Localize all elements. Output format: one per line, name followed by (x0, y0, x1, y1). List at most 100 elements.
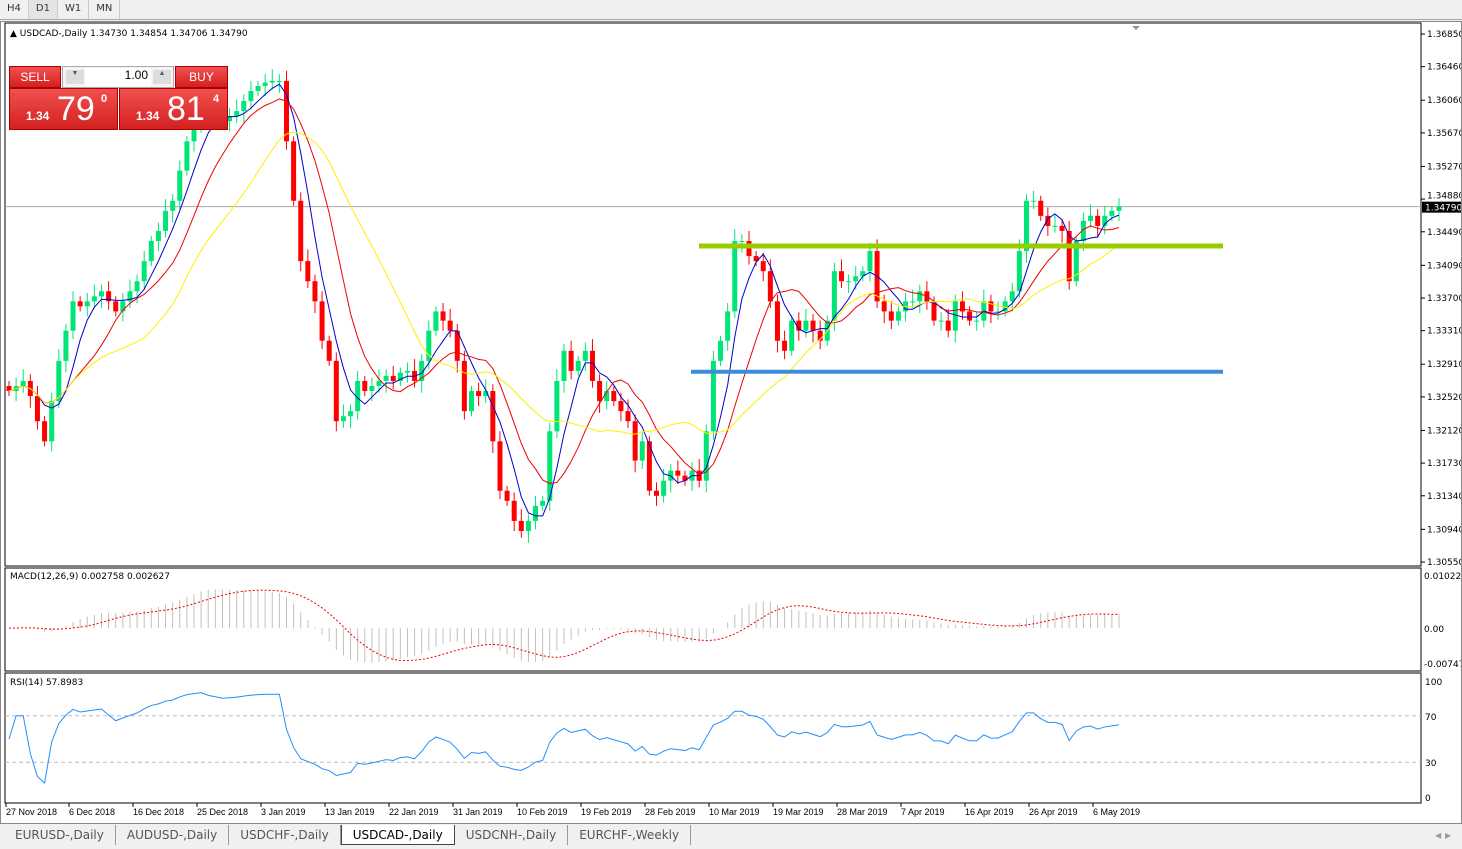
tab-usdcad[interactable]: USDCAD-,Daily (340, 825, 455, 845)
candle-body (853, 276, 859, 282)
candle-body (525, 520, 531, 531)
candle-body (362, 380, 368, 392)
candle-body (461, 360, 467, 412)
candle-body (397, 372, 403, 381)
chart-window[interactable]: ▲ USDCAD-,Daily 1.34730 1.34854 1.34706 … (0, 21, 1462, 824)
candle-body (974, 320, 980, 322)
candle-body (134, 281, 140, 292)
candle-body (127, 291, 133, 302)
price-tick-label: 1.30550 (1427, 558, 1461, 568)
buy-price-button[interactable]: 1.34 81 4 (119, 88, 228, 130)
candle-body (810, 320, 816, 331)
candle-body (276, 80, 282, 82)
chart-shift-marker[interactable] (1132, 26, 1140, 30)
date-tick-label: 6 May 2019 (1093, 807, 1140, 817)
timeframe-toolbar: H4 D1 W1 MN (0, 0, 1462, 20)
candle-body (533, 505, 539, 521)
candle-body (625, 411, 631, 422)
candle-body (433, 311, 439, 331)
one-click-trading-panel: SELL ▼ 1.00 ▲ BUY 1.34 79 0 1.34 81 4 (9, 66, 229, 130)
lot-decrease-button[interactable]: ▼ (66, 70, 84, 84)
tab-usdcnh[interactable]: USDCNH-,Daily (455, 825, 569, 845)
candle-body (632, 421, 638, 461)
lot-input[interactable]: 1.00 (85, 68, 151, 86)
tab-scroll-arrows-icon[interactable]: ◂ ▸ (1435, 828, 1451, 842)
candle-body (597, 380, 603, 402)
candle-body (654, 490, 659, 496)
candle-body (1002, 301, 1008, 312)
candle-body (518, 520, 524, 531)
candle-body (703, 431, 709, 481)
sell-price-button[interactable]: 1.34 79 0 (9, 88, 118, 130)
lot-increase-button[interactable]: ▲ (153, 70, 171, 84)
candle-body (504, 490, 510, 501)
price-tick-label: 1.34490 (1427, 228, 1461, 238)
chart-canvas[interactable]: ▲ USDCAD-,Daily 1.34730 1.34854 1.34706 … (1, 22, 1462, 823)
candle-body (170, 200, 176, 211)
candle-body (561, 350, 567, 381)
price-tick-label: 1.36460 (1427, 63, 1461, 73)
candle-body (148, 241, 154, 262)
tab-usdchf[interactable]: USDCHF-,Daily (229, 825, 341, 845)
tab-eurusd[interactable]: EURUSD-,Daily (4, 825, 116, 845)
candle-body (262, 82, 268, 86)
candle-body (831, 271, 837, 321)
current-price-label: 1.34790 (1425, 204, 1461, 214)
candle-body (476, 391, 482, 397)
candle-body (319, 301, 325, 341)
candle-body (568, 350, 574, 371)
candle-body (56, 360, 62, 402)
candle-body (682, 475, 688, 481)
date-tick-label: 22 Jan 2019 (389, 807, 439, 817)
date-tick-label: 28 Feb 2019 (645, 807, 696, 817)
date-tick-label: 10 Mar 2019 (709, 807, 760, 817)
candle-body (952, 301, 958, 331)
date-tick-label: 6 Dec 2018 (69, 807, 115, 817)
candle-body (84, 301, 90, 307)
candle-body (70, 301, 76, 331)
buy-button[interactable]: BUY (175, 66, 228, 88)
candle-body (718, 340, 724, 361)
candle-body (6, 386, 12, 392)
ma-fast-line (8, 83, 1120, 517)
timeframe-mn[interactable]: MN (89, 0, 121, 19)
lot-stepper[interactable]: ▼ 1.00 ▲ (62, 66, 174, 88)
timeframe-h4[interactable]: H4 (0, 0, 29, 19)
timeframe-w1[interactable]: W1 (58, 0, 90, 19)
candle-body (511, 500, 517, 521)
price-tick-label: 1.30940 (1427, 525, 1461, 535)
candle-body (490, 391, 496, 442)
candle-body (404, 370, 410, 373)
candle-body (348, 411, 354, 417)
candle-body (575, 360, 581, 371)
candle-body (931, 301, 937, 321)
candle-body (1031, 200, 1037, 202)
candle-body (732, 241, 738, 312)
tab-eurchf[interactable]: EURCHF-,Weekly (568, 825, 692, 845)
candle-body (383, 375, 389, 381)
candle-body (789, 320, 795, 351)
date-tick-label: 13 Jan 2019 (325, 807, 375, 817)
tab-audusd[interactable]: AUDUSD-,Daily (116, 825, 230, 845)
current-price-badge (1422, 201, 1462, 213)
candle-body (753, 256, 759, 262)
rsi-tick-label: 0 (1425, 794, 1431, 804)
price-tick-label: 1.32910 (1427, 360, 1461, 370)
candle-body (426, 330, 432, 361)
date-tick-label: 10 Feb 2019 (517, 807, 568, 817)
date-tick-label: 26 Apr 2019 (1029, 807, 1078, 817)
candle-body (49, 401, 55, 442)
candle-body (91, 296, 97, 302)
candle-body (255, 85, 261, 91)
candle-body (1080, 220, 1086, 242)
symbol-title: ▲ USDCAD-,Daily 1.34730 1.34854 1.34706 … (10, 29, 248, 39)
ma-mid-line (8, 98, 1120, 484)
candle-body (469, 391, 474, 412)
candle-body (1109, 210, 1115, 216)
candle-body (995, 311, 1001, 313)
price-tick-label: 1.36850 (1427, 30, 1461, 40)
candle-body (42, 421, 48, 442)
candle-body (910, 301, 916, 303)
sell-button[interactable]: SELL (9, 66, 61, 88)
timeframe-d1[interactable]: D1 (28, 0, 58, 19)
